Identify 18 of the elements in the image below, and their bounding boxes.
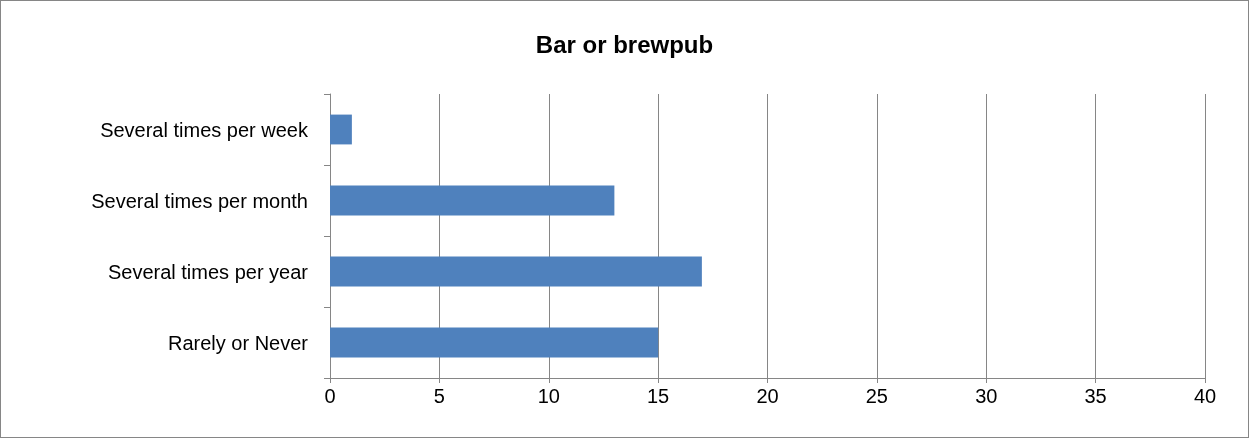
y-tick-label: Several times per year — [107, 260, 309, 283]
y-tick-label: Several times per week — [100, 118, 309, 141]
chart-title: Bar or brewpub — [535, 30, 714, 58]
bar — [330, 185, 615, 216]
x-tick-label: 30 — [975, 385, 998, 407]
x-tick-label: 40 — [1193, 385, 1217, 407]
x-tick-label: 15 — [647, 385, 670, 407]
x-tick-label: 35 — [1084, 385, 1107, 407]
bar — [330, 256, 702, 287]
bar — [330, 114, 352, 145]
y-tick-label: Several times per month — [91, 189, 308, 212]
x-tick-label: 5 — [433, 385, 445, 407]
bar — [330, 327, 659, 358]
x-tick-label: 0 — [324, 385, 336, 407]
x-tick-label: 10 — [537, 385, 560, 407]
x-tick-label: 20 — [756, 385, 779, 407]
y-tick-label: Rarely or Never — [167, 331, 309, 354]
x-tick-label: 25 — [865, 385, 888, 407]
